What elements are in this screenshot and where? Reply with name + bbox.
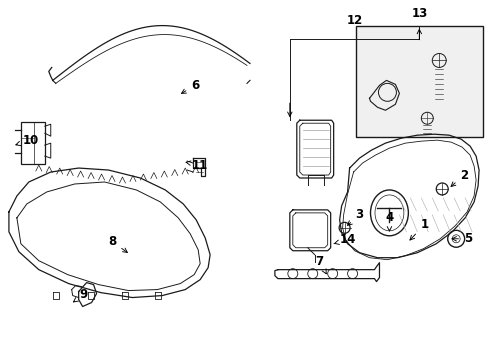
Text: 1: 1 — [409, 218, 427, 240]
Bar — [21, 122, 45, 164]
Text: 8: 8 — [108, 235, 127, 252]
Text: 4: 4 — [385, 211, 393, 231]
Text: 10: 10 — [16, 134, 39, 147]
Text: 13: 13 — [410, 7, 427, 20]
Text: 3: 3 — [347, 208, 363, 225]
Text: 11: 11 — [186, 158, 208, 172]
Text: 6: 6 — [181, 79, 199, 93]
Text: 12: 12 — [346, 14, 362, 27]
Text: 2: 2 — [450, 168, 467, 186]
Text: 7: 7 — [315, 255, 325, 274]
Bar — [355, 26, 482, 137]
Text: 5: 5 — [451, 232, 471, 245]
Text: 14: 14 — [333, 233, 355, 246]
Text: 9: 9 — [73, 288, 87, 302]
